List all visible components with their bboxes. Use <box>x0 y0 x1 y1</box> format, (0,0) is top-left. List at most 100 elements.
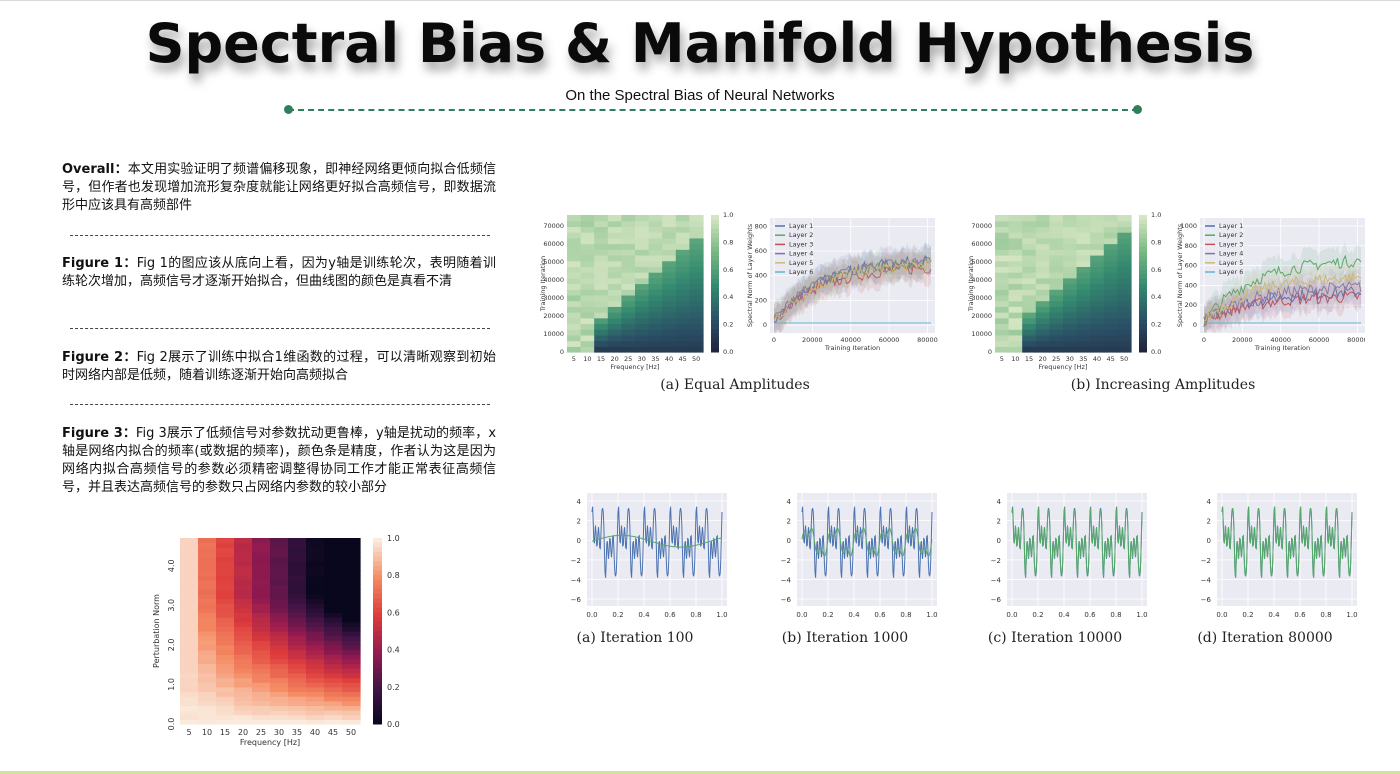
x-axis-label: Frequency [Hz] <box>240 738 300 747</box>
heatmap-cell <box>675 340 690 347</box>
heatmap-cell <box>342 644 361 651</box>
heatmap-cell <box>1090 215 1105 222</box>
colorbar-cell <box>373 570 382 576</box>
heatmap-cell <box>1103 340 1118 347</box>
heatmap-cell <box>252 556 271 562</box>
heatmap-cell <box>216 654 235 660</box>
heatmap-cell <box>306 575 325 581</box>
heatmap-cell <box>635 254 650 262</box>
heatmap-cell <box>252 644 271 651</box>
heatmap-cell <box>621 277 636 285</box>
heatmap-cell <box>288 561 307 567</box>
heatmap-cell <box>1008 317 1023 325</box>
heatmap-cell <box>288 626 307 632</box>
colorbar-cell <box>711 228 719 234</box>
heatmap-cell <box>306 682 325 688</box>
legend-label: Layer 5 <box>789 259 813 267</box>
heatmap-cell <box>1049 323 1064 330</box>
heatmap-cell <box>342 593 361 600</box>
heatmap-cell <box>180 668 199 674</box>
heatmap-cell <box>567 334 582 342</box>
heatmap-cell <box>995 226 1010 233</box>
heatmap-cell <box>306 658 325 665</box>
y-tick: −6 <box>991 596 1002 604</box>
heatmap-cell <box>198 635 217 641</box>
heatmap-cell <box>567 300 582 307</box>
heatmap-cell <box>1049 294 1064 302</box>
heatmap-cell <box>662 215 677 222</box>
heatmap-cell <box>1090 306 1105 313</box>
heatmap-cell <box>675 312 690 319</box>
heatmap-cell <box>594 300 609 307</box>
colorbar-cell <box>373 640 382 646</box>
x-tick: 10 <box>202 728 212 737</box>
heatmap-cell <box>1117 334 1132 342</box>
heatmap-cell <box>324 593 343 600</box>
heatmap-cell <box>689 237 704 245</box>
heatmap-cell <box>216 635 235 641</box>
heatmap-cell <box>1008 249 1023 256</box>
heatmap-cell <box>1008 323 1023 330</box>
heatmap-cell <box>689 289 704 296</box>
heatmap-cell <box>607 226 622 233</box>
heatmap-cell <box>689 226 704 233</box>
heatmap-cell <box>306 551 325 558</box>
slide-title: Spectral Bias & Manifold Hypothesis <box>145 12 1255 75</box>
heatmap-cell <box>621 249 636 256</box>
heatmap-cell <box>252 589 271 595</box>
heatmap-cell <box>1049 232 1064 239</box>
heatmap-cell <box>288 635 307 641</box>
colorbar-tick: 0.6 <box>1151 266 1161 274</box>
colorbar-cell <box>711 324 719 330</box>
heatmap-cell <box>216 672 235 679</box>
heatmap-cell <box>306 663 325 669</box>
network-fit-line <box>1011 507 1143 577</box>
heatmap-cell <box>607 323 622 330</box>
heatmap-cell <box>342 584 361 590</box>
heatmap-cell <box>1076 232 1091 239</box>
heatmap-cell <box>995 317 1010 325</box>
heatmap-cell <box>594 306 609 313</box>
heatmap-cell <box>252 710 271 716</box>
heatmap-cell <box>342 710 361 716</box>
heatmap-cell <box>270 714 289 720</box>
heatmap-cell <box>1117 243 1132 250</box>
heatmap-cell <box>607 260 622 267</box>
heatmap-cell <box>1090 220 1105 228</box>
heatmap-cell <box>324 686 343 693</box>
heatmap-cell <box>1103 232 1118 239</box>
heatmap-cell <box>180 551 199 558</box>
heatmap-cell <box>342 686 361 693</box>
heatmap-cell <box>995 237 1010 245</box>
heatmap-cell <box>580 300 595 307</box>
heatmap-cell <box>216 696 235 702</box>
line-x-label: Training Iteration <box>824 344 880 352</box>
heatmap-cell <box>635 243 650 250</box>
heatmap-cell <box>216 663 235 669</box>
heatmap-cell <box>621 283 636 290</box>
heatmap-cell <box>662 323 677 330</box>
heatmap-cell <box>635 215 650 222</box>
heatmap-cell <box>1049 249 1064 256</box>
heatmap-cell <box>995 260 1010 267</box>
heatmap-cell <box>995 220 1010 228</box>
heatmap-cell <box>594 289 609 296</box>
colorbar-cell <box>1139 288 1147 294</box>
colorbar-cell <box>1139 333 1147 339</box>
heatmap-cell <box>1022 346 1037 353</box>
line-x-tick: 0 <box>772 336 776 344</box>
line-x-tick: 60000 <box>879 336 900 344</box>
heatmap-cell <box>689 243 704 250</box>
heatmap-cell <box>594 260 609 267</box>
heatmap-cell <box>1076 226 1091 233</box>
heatmap-cell <box>234 663 253 669</box>
legend-label: Layer 2 <box>789 231 813 239</box>
heatmap-cell <box>1063 329 1078 336</box>
heatmap-cell <box>635 226 650 233</box>
x-tick: 0.0 <box>796 611 807 619</box>
heatmap-cell <box>1008 283 1023 290</box>
colorbar-tick: 0.4 <box>1151 293 1161 301</box>
x-tick: 1.0 <box>1346 611 1357 619</box>
heatmap-cell <box>995 283 1010 290</box>
heatmap-cell <box>216 719 235 725</box>
